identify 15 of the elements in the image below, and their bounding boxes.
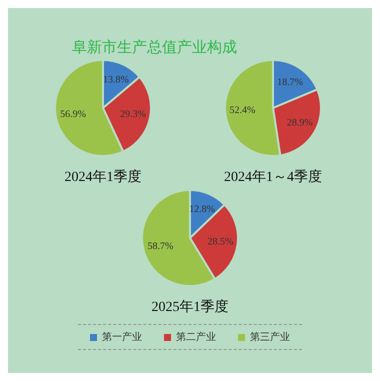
data-label: 29.3%	[120, 109, 146, 120]
legend-label: 第一产业	[101, 330, 142, 344]
data-label: 18.7%	[277, 76, 303, 88]
data-label: 13.8%	[102, 74, 129, 86]
chart-title: 阜新市生产总值产业构成	[72, 38, 237, 57]
text: 2024年1季度	[64, 168, 142, 186]
data-label: 28.5%	[208, 236, 234, 248]
legend-label: 第二产业	[175, 330, 216, 344]
data-label: 52.4%	[229, 104, 256, 116]
data-label: 28.9%	[286, 118, 313, 129]
legend-label: 第三产业	[249, 330, 290, 344]
data-label: 58.7%	[148, 240, 174, 252]
text: 2025年1季度	[150, 298, 230, 316]
data-label: 56.9%	[60, 109, 86, 120]
text: 2024年1～4季度	[223, 168, 323, 186]
